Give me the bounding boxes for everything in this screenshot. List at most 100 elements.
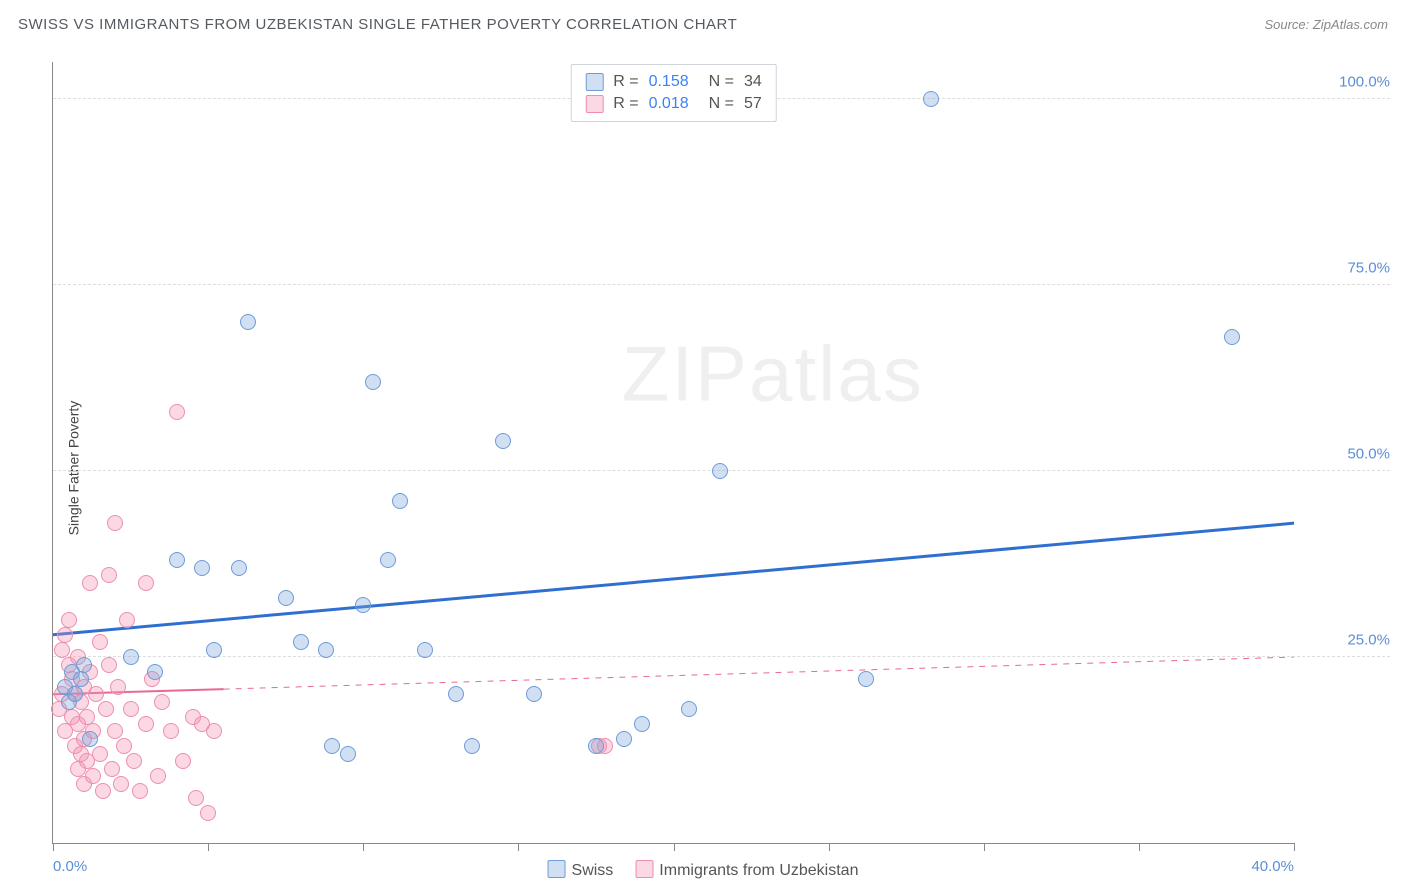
- data-point-swiss: [365, 374, 381, 390]
- data-point-uzbek: [101, 567, 117, 583]
- legend-row-swiss: R = 0.158 N = 34: [585, 71, 762, 93]
- data-point-uzbek: [116, 738, 132, 754]
- data-point-swiss: [231, 560, 247, 576]
- y-tick-label: 75.0%: [1300, 260, 1390, 277]
- data-point-swiss: [392, 493, 408, 509]
- data-point-swiss: [616, 731, 632, 747]
- watermark-thin: atlas: [749, 330, 924, 418]
- data-point-swiss: [448, 686, 464, 702]
- data-point-swiss: [923, 91, 939, 107]
- data-point-swiss: [464, 738, 480, 754]
- data-point-swiss: [634, 716, 650, 732]
- legend-item-uzbek: Immigrants from Uzbekistan: [635, 860, 858, 880]
- r-value: 0.158: [649, 73, 689, 91]
- data-point-swiss: [123, 649, 139, 665]
- data-point-uzbek: [150, 768, 166, 784]
- x-tick: [53, 843, 54, 851]
- data-point-uzbek: [104, 761, 120, 777]
- y-tick-label: 25.0%: [1300, 632, 1390, 649]
- legend-label: Swiss: [572, 862, 614, 879]
- x-tick: [674, 843, 675, 851]
- correlation-legend: R = 0.158 N = 34 R = 0.018 N = 57: [570, 64, 777, 122]
- gridline: [53, 656, 1390, 657]
- legend-item-swiss: Swiss: [548, 860, 614, 880]
- data-point-swiss: [194, 560, 210, 576]
- data-point-uzbek: [98, 701, 114, 717]
- chart-header: SWISS VS IMMIGRANTS FROM UZBEKISTAN SING…: [0, 0, 1406, 44]
- data-point-uzbek: [92, 634, 108, 650]
- n-label: N =: [709, 73, 734, 91]
- data-point-swiss: [147, 664, 163, 680]
- data-point-uzbek: [163, 723, 179, 739]
- data-point-uzbek: [101, 657, 117, 673]
- r-label: R =: [613, 73, 638, 91]
- data-point-uzbek: [175, 753, 191, 769]
- data-point-uzbek: [61, 612, 77, 628]
- data-point-swiss: [588, 738, 604, 754]
- source-attribution: Source: ZipAtlas.com: [1264, 17, 1388, 32]
- data-point-swiss: [858, 671, 874, 687]
- gridline: [53, 284, 1390, 285]
- r-label: R =: [613, 95, 638, 113]
- data-point-uzbek: [169, 404, 185, 420]
- n-value: 34: [744, 73, 762, 91]
- data-point-uzbek: [200, 805, 216, 821]
- data-point-swiss: [240, 314, 256, 330]
- data-point-uzbek: [82, 575, 98, 591]
- data-point-swiss: [526, 686, 542, 702]
- y-tick-label: 100.0%: [1300, 74, 1390, 91]
- series-legend: Swiss Immigrants from Uzbekistan: [548, 860, 859, 880]
- data-point-uzbek: [57, 627, 73, 643]
- data-point-uzbek: [123, 701, 139, 717]
- x-tick: [829, 843, 830, 851]
- data-point-swiss: [355, 597, 371, 613]
- data-point-uzbek: [119, 612, 135, 628]
- data-point-uzbek: [85, 768, 101, 784]
- data-point-swiss: [324, 738, 340, 754]
- data-point-swiss: [318, 642, 334, 658]
- data-point-uzbek: [95, 783, 111, 799]
- legend-row-uzbek: R = 0.018 N = 57: [585, 93, 762, 115]
- data-point-uzbek: [132, 783, 148, 799]
- data-point-swiss: [278, 590, 294, 606]
- legend-swatch: [585, 73, 603, 91]
- data-point-swiss: [340, 746, 356, 762]
- x-tick: [363, 843, 364, 851]
- trend-lines: [53, 62, 1294, 843]
- x-tick: [984, 843, 985, 851]
- data-point-uzbek: [110, 679, 126, 695]
- x-tick-label: 40.0%: [1251, 858, 1294, 875]
- plot-region: ZIPatlas R =0.158N =34R =0.018N =57 25.0…: [52, 62, 1294, 844]
- data-point-swiss: [417, 642, 433, 658]
- data-point-uzbek: [138, 716, 154, 732]
- data-point-uzbek: [138, 575, 154, 591]
- data-point-uzbek: [113, 776, 129, 792]
- chart-area: Single Father Poverty ZIPatlas R =0.158N…: [0, 44, 1406, 892]
- legend-swatch: [585, 95, 603, 113]
- x-tick: [1139, 843, 1140, 851]
- data-point-swiss: [495, 433, 511, 449]
- data-point-uzbek: [54, 642, 70, 658]
- data-point-uzbek: [88, 686, 104, 702]
- data-point-uzbek: [92, 746, 108, 762]
- x-tick: [208, 843, 209, 851]
- x-tick: [518, 843, 519, 851]
- data-point-uzbek: [206, 723, 222, 739]
- data-point-swiss: [82, 731, 98, 747]
- data-point-swiss: [67, 686, 83, 702]
- legend-swatch: [635, 860, 653, 878]
- data-point-swiss: [169, 552, 185, 568]
- data-point-uzbek: [126, 753, 142, 769]
- data-point-swiss: [206, 642, 222, 658]
- chart-title: SWISS VS IMMIGRANTS FROM UZBEKISTAN SING…: [18, 16, 737, 33]
- x-tick: [1294, 843, 1295, 851]
- n-value: 57: [744, 95, 762, 113]
- watermark-bold: ZIP: [622, 330, 749, 418]
- legend-label: Immigrants from Uzbekistan: [659, 862, 858, 879]
- data-point-swiss: [76, 657, 92, 673]
- n-label: N =: [709, 95, 734, 113]
- data-point-uzbek: [188, 790, 204, 806]
- x-tick-label: 0.0%: [53, 858, 87, 875]
- legend-swatch: [548, 860, 566, 878]
- r-value: 0.018: [649, 95, 689, 113]
